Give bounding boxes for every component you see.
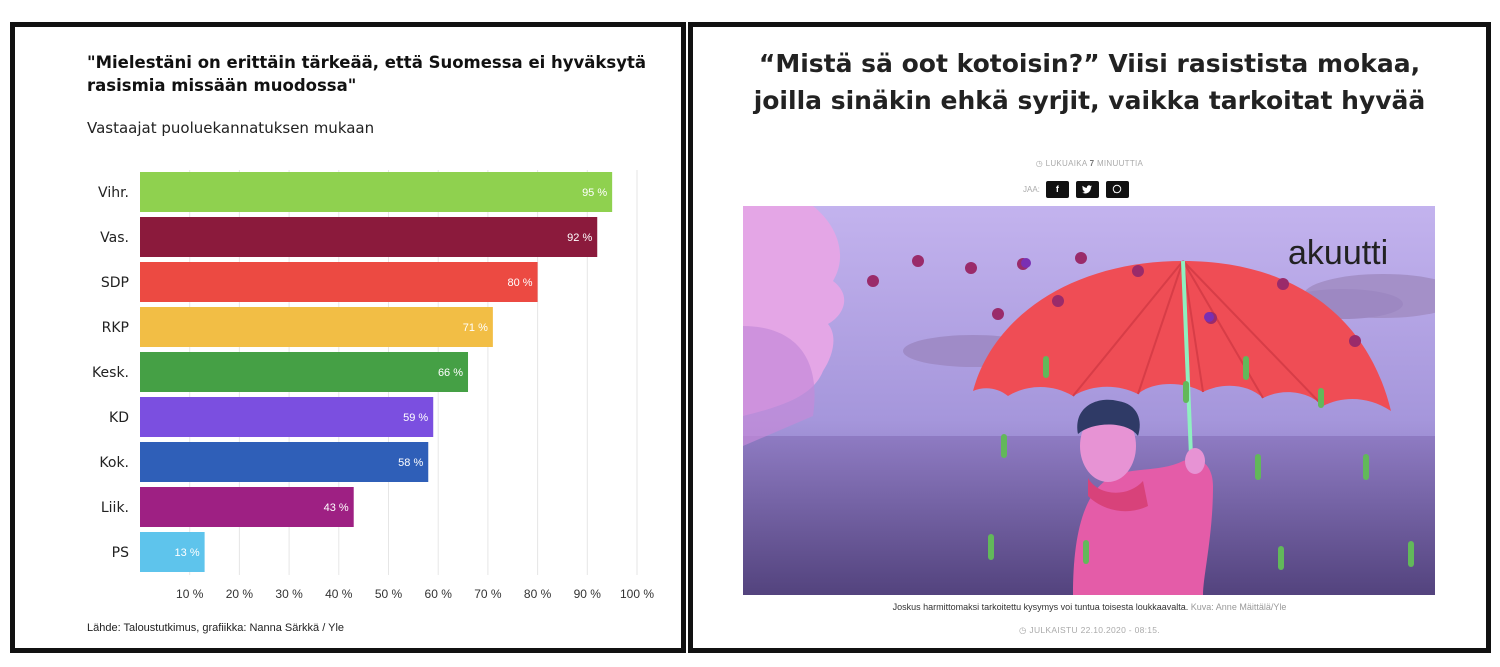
bar xyxy=(140,352,469,392)
article-title: “Mistä sä oot kotoisin?” Viisi rasistist… xyxy=(753,49,1426,115)
umbrella xyxy=(973,261,1391,411)
reading-time: ◷ LUKUAIKA 7 MINUUTTIA xyxy=(693,159,1486,168)
x-tick-label: 80 % xyxy=(524,587,552,601)
chart-source: Lähde: Taloustutkimus, grafiikka: Nanna … xyxy=(87,622,345,634)
category-label: Liik. xyxy=(101,500,129,516)
x-tick-label: 20 % xyxy=(226,587,254,601)
person-hand xyxy=(1185,448,1205,474)
bar-value-label: 71 % xyxy=(463,322,488,334)
chart-subtitle: Vastaajat puoluekannatuksen mukaan xyxy=(87,119,375,137)
clock-icon: ◷ xyxy=(1019,625,1027,635)
bar xyxy=(140,262,538,302)
bar xyxy=(140,217,598,257)
person-head xyxy=(1080,410,1136,482)
bar-value-label: 80 % xyxy=(508,277,533,289)
whatsapp-icon xyxy=(1113,184,1122,194)
chart-title: "Mielestäni on erittäin tärkeää, että Su… xyxy=(87,53,646,95)
image-caption: Joskus harmittomaksi tarkoitettu kysymys… xyxy=(693,602,1486,612)
x-tick-label: 50 % xyxy=(375,587,403,601)
x-tick-label: 60 % xyxy=(425,587,453,601)
bar xyxy=(140,172,613,212)
article-panel: “Mistä sä oot kotoisin?” Viisi rasistist… xyxy=(688,22,1491,653)
bar-value-label: 92 % xyxy=(567,232,592,244)
cacti xyxy=(988,356,1414,570)
x-tick-label: 100 % xyxy=(620,587,654,601)
face-shadow xyxy=(743,326,815,446)
bar xyxy=(140,307,493,347)
category-label: PS xyxy=(112,545,129,561)
published-text: JULKAISTU 22.10.2020 - 08:15. xyxy=(1029,625,1160,635)
hero-illustration: akuutti xyxy=(743,206,1435,595)
category-label: KD xyxy=(109,410,129,426)
person-scarf xyxy=(1088,478,1148,512)
reading-time-prefix: LUKUAIKA xyxy=(1045,159,1088,168)
bar-chart: 95 % Vihr. 92 % Vas. 80 % SDP 71 % RKP 66 % Kesk.… xyxy=(92,170,654,601)
bar-value-label: 66 % xyxy=(438,367,463,379)
chart-panel: "Mielestäni on erittäin tärkeää, että Su… xyxy=(10,22,686,653)
category-label: Kesk. xyxy=(92,365,129,381)
reading-time-value: 7 xyxy=(1089,159,1095,168)
published-date: ◷ JULKAISTU 22.10.2020 - 08:15. xyxy=(693,625,1486,636)
twitter-share-button[interactable] xyxy=(1075,180,1099,198)
category-label: Vihr. xyxy=(98,185,129,201)
facebook-share-button[interactable]: f xyxy=(1045,180,1069,198)
bar xyxy=(140,532,205,572)
person-hair xyxy=(1077,399,1140,436)
clock-icon: ◷ xyxy=(1035,159,1044,168)
category-label: SDP xyxy=(101,275,129,291)
twitter-icon xyxy=(1082,184,1093,193)
share-label: JAA: xyxy=(1023,184,1040,194)
bar xyxy=(140,487,354,527)
facebook-icon: f xyxy=(1055,184,1059,194)
umbrella-rib xyxy=(1072,260,1324,407)
reading-time-unit: MINUUTTIA xyxy=(1096,159,1144,168)
illustration-svg: akuutti xyxy=(743,206,1435,595)
x-tick-label: 30 % xyxy=(275,587,303,601)
category-label: Kok. xyxy=(99,455,129,471)
bar-value-label: 59 % xyxy=(403,412,428,424)
x-tick-label: 40 % xyxy=(325,587,353,601)
x-tick-label: 10 % xyxy=(176,587,204,601)
bar-value-label: 13 % xyxy=(175,547,200,559)
bar xyxy=(140,442,429,482)
category-label: Vas. xyxy=(100,230,129,246)
caption-text: Joskus harmittomaksi tarkoitettu kysymys… xyxy=(892,602,1189,612)
caption-credit: Kuva: Anne Mäittälä/Yle xyxy=(1190,602,1287,612)
umbrella-handle xyxy=(1181,260,1193,457)
x-tick-label: 90 % xyxy=(574,587,602,601)
bar xyxy=(140,397,434,437)
whatsapp-share-button[interactable] xyxy=(1105,180,1129,198)
bar-value-label: 95 % xyxy=(582,187,607,199)
category-label: RKP xyxy=(102,320,129,336)
bar-value-label: 43 % xyxy=(324,502,349,514)
hero-logo: akuutti xyxy=(1288,234,1388,272)
bar-value-label: 58 % xyxy=(398,457,423,469)
x-tick-label: 70 % xyxy=(474,587,502,601)
violet-flowers xyxy=(1021,258,1214,322)
share-row: JAA: f xyxy=(1023,180,1129,198)
